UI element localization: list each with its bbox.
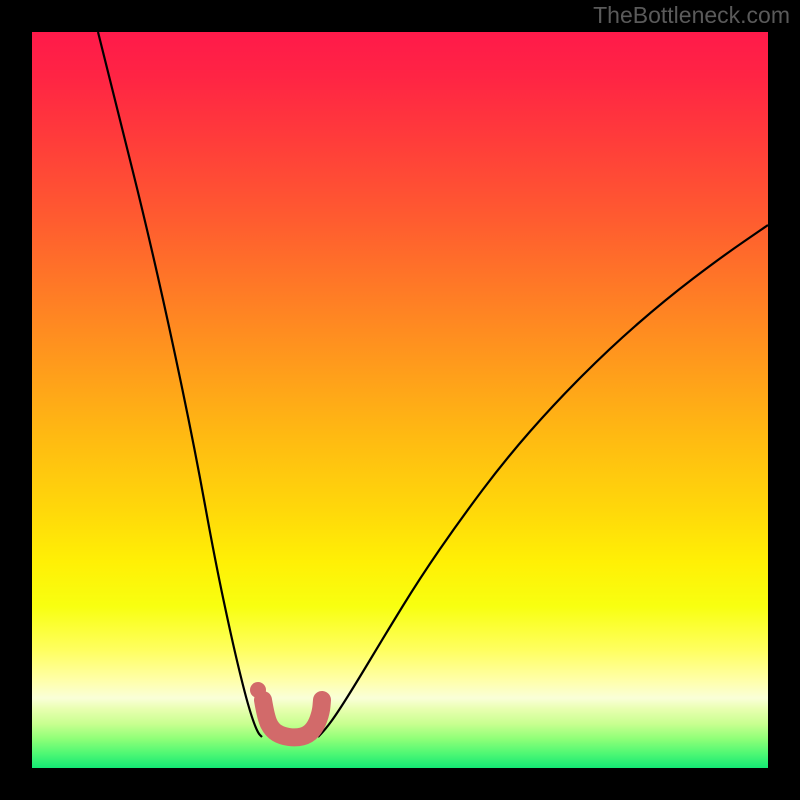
gradient-plot-area (32, 32, 768, 768)
bottleneck-curve-chart (0, 0, 800, 800)
valley-dot-mark (250, 682, 266, 698)
chart-container: TheBottleneck.com (0, 0, 800, 800)
watermark-text: TheBottleneck.com (593, 2, 790, 29)
